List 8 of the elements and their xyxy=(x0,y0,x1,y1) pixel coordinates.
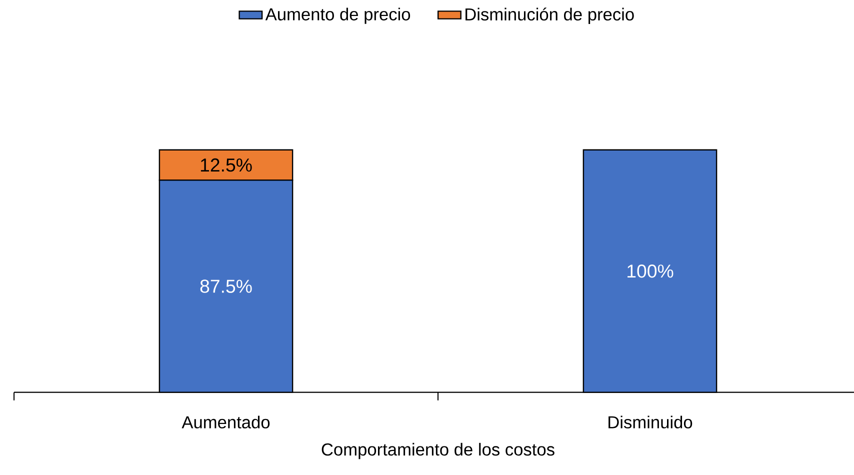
data-label: 100% xyxy=(628,264,674,278)
x-tick-label: Disminuido xyxy=(608,416,692,428)
data-label: 12.5% xyxy=(200,158,252,172)
legend-label: Disminución de precio xyxy=(466,8,634,24)
x-tick-label: Aumentado xyxy=(182,416,270,428)
data-label: 87.5% xyxy=(200,280,252,293)
legend-label: Aumento de precio xyxy=(265,8,410,24)
x-axis-title: Comportamiento de los costos xyxy=(322,442,554,460)
